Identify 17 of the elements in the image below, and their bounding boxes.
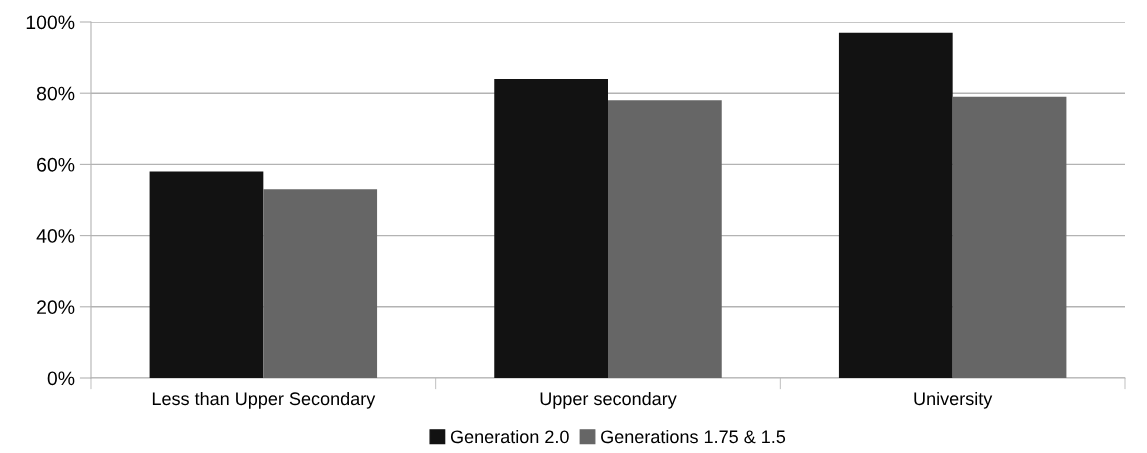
bar xyxy=(263,189,378,378)
bar xyxy=(149,171,264,378)
y-tick-label: 60% xyxy=(37,157,75,172)
bar xyxy=(952,96,1067,378)
x-tick-label: Less than Upper Secondary xyxy=(152,391,376,409)
y-tick-label: 40% xyxy=(36,229,75,243)
legend-label: Generation 2.0 xyxy=(450,429,569,444)
bar xyxy=(494,78,608,378)
y-tick-label: 0% xyxy=(47,371,75,386)
y-tick-label: 20% xyxy=(37,300,75,315)
y-tick-label: 100% xyxy=(26,15,75,30)
x-tick-label: University xyxy=(914,391,993,409)
bar xyxy=(608,100,722,378)
y-tick-label: 80% xyxy=(36,86,75,101)
bar xyxy=(838,32,953,378)
legend-label: Generations 1.75 & 1.5 xyxy=(601,429,786,444)
x-tick-label: Upper secondary xyxy=(540,391,677,409)
